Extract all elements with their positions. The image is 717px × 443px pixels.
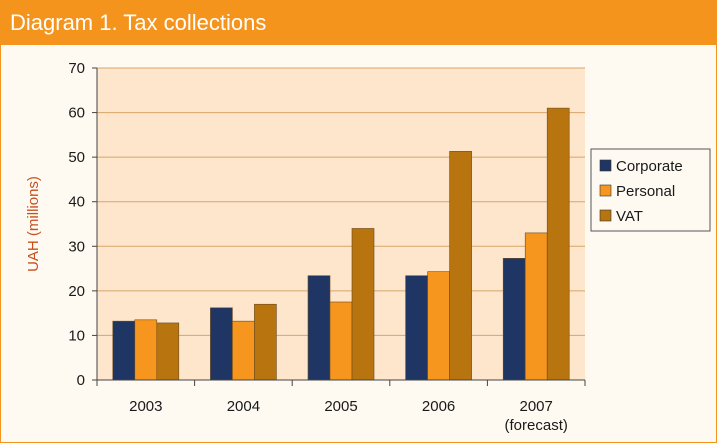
bar-vat-2007 — [546, 107, 570, 381]
chart-header-bar: Diagram 1. Tax collections — [1, 1, 716, 45]
y-tick-label: 70 — [68, 60, 85, 77]
bar-corporate-2003 — [112, 320, 136, 381]
legend-swatch-vat — [599, 209, 612, 222]
bar-corporate-2007 — [502, 258, 526, 381]
x-tick-label: (forecast) — [505, 417, 568, 434]
legend-swatch-corporate — [599, 159, 612, 172]
y-tick-label: 20 — [68, 283, 85, 300]
bar-personal-2004 — [232, 320, 255, 381]
legend-label-vat: VAT — [616, 208, 643, 225]
axes — [92, 67, 586, 386]
bar-corporate-2006 — [405, 275, 428, 381]
x-tick-label: 2005 — [324, 398, 357, 415]
y-tick-label: 30 — [68, 238, 85, 255]
y-tick-label: 50 — [68, 149, 85, 166]
legend: Corporate Personal VAT — [590, 148, 711, 232]
bar-personal-2005 — [329, 301, 353, 381]
bar-corporate-2004 — [210, 307, 233, 381]
x-tick-labels: 2003 2004 2005 2006 2007 (forecast) — [129, 398, 568, 434]
y-tick-label: 60 — [68, 105, 85, 122]
bar-vat-2004 — [254, 303, 277, 381]
y-tick-label: 10 — [68, 327, 85, 344]
x-tick-label: 2007 — [520, 398, 553, 415]
x-tick-label: 2004 — [227, 398, 260, 415]
bar-vat-2005 — [351, 228, 375, 381]
y-tick-label: 40 — [68, 194, 85, 211]
bar-vat-2003 — [156, 322, 180, 381]
chart-title: Diagram 1. Tax collections — [10, 10, 267, 35]
bars — [112, 107, 570, 381]
bar-personal-2007 — [524, 232, 548, 381]
bar-vat-2006 — [449, 151, 472, 381]
y-tick-label: 0 — [77, 372, 85, 389]
bar-personal-2003 — [134, 319, 158, 381]
y-axis-label: UAH (millions) — [25, 176, 42, 272]
bar-corporate-2005 — [307, 275, 331, 381]
legend-label-corporate: Corporate — [616, 158, 683, 175]
bar-personal-2006 — [427, 271, 450, 381]
legend-swatch-personal — [599, 184, 612, 197]
y-tick-labels: 0 10 20 30 40 50 60 70 — [68, 60, 85, 389]
x-tick-label: 2006 — [422, 398, 455, 415]
legend-label-personal: Personal — [616, 183, 675, 200]
x-tick-label: 2003 — [129, 398, 162, 415]
